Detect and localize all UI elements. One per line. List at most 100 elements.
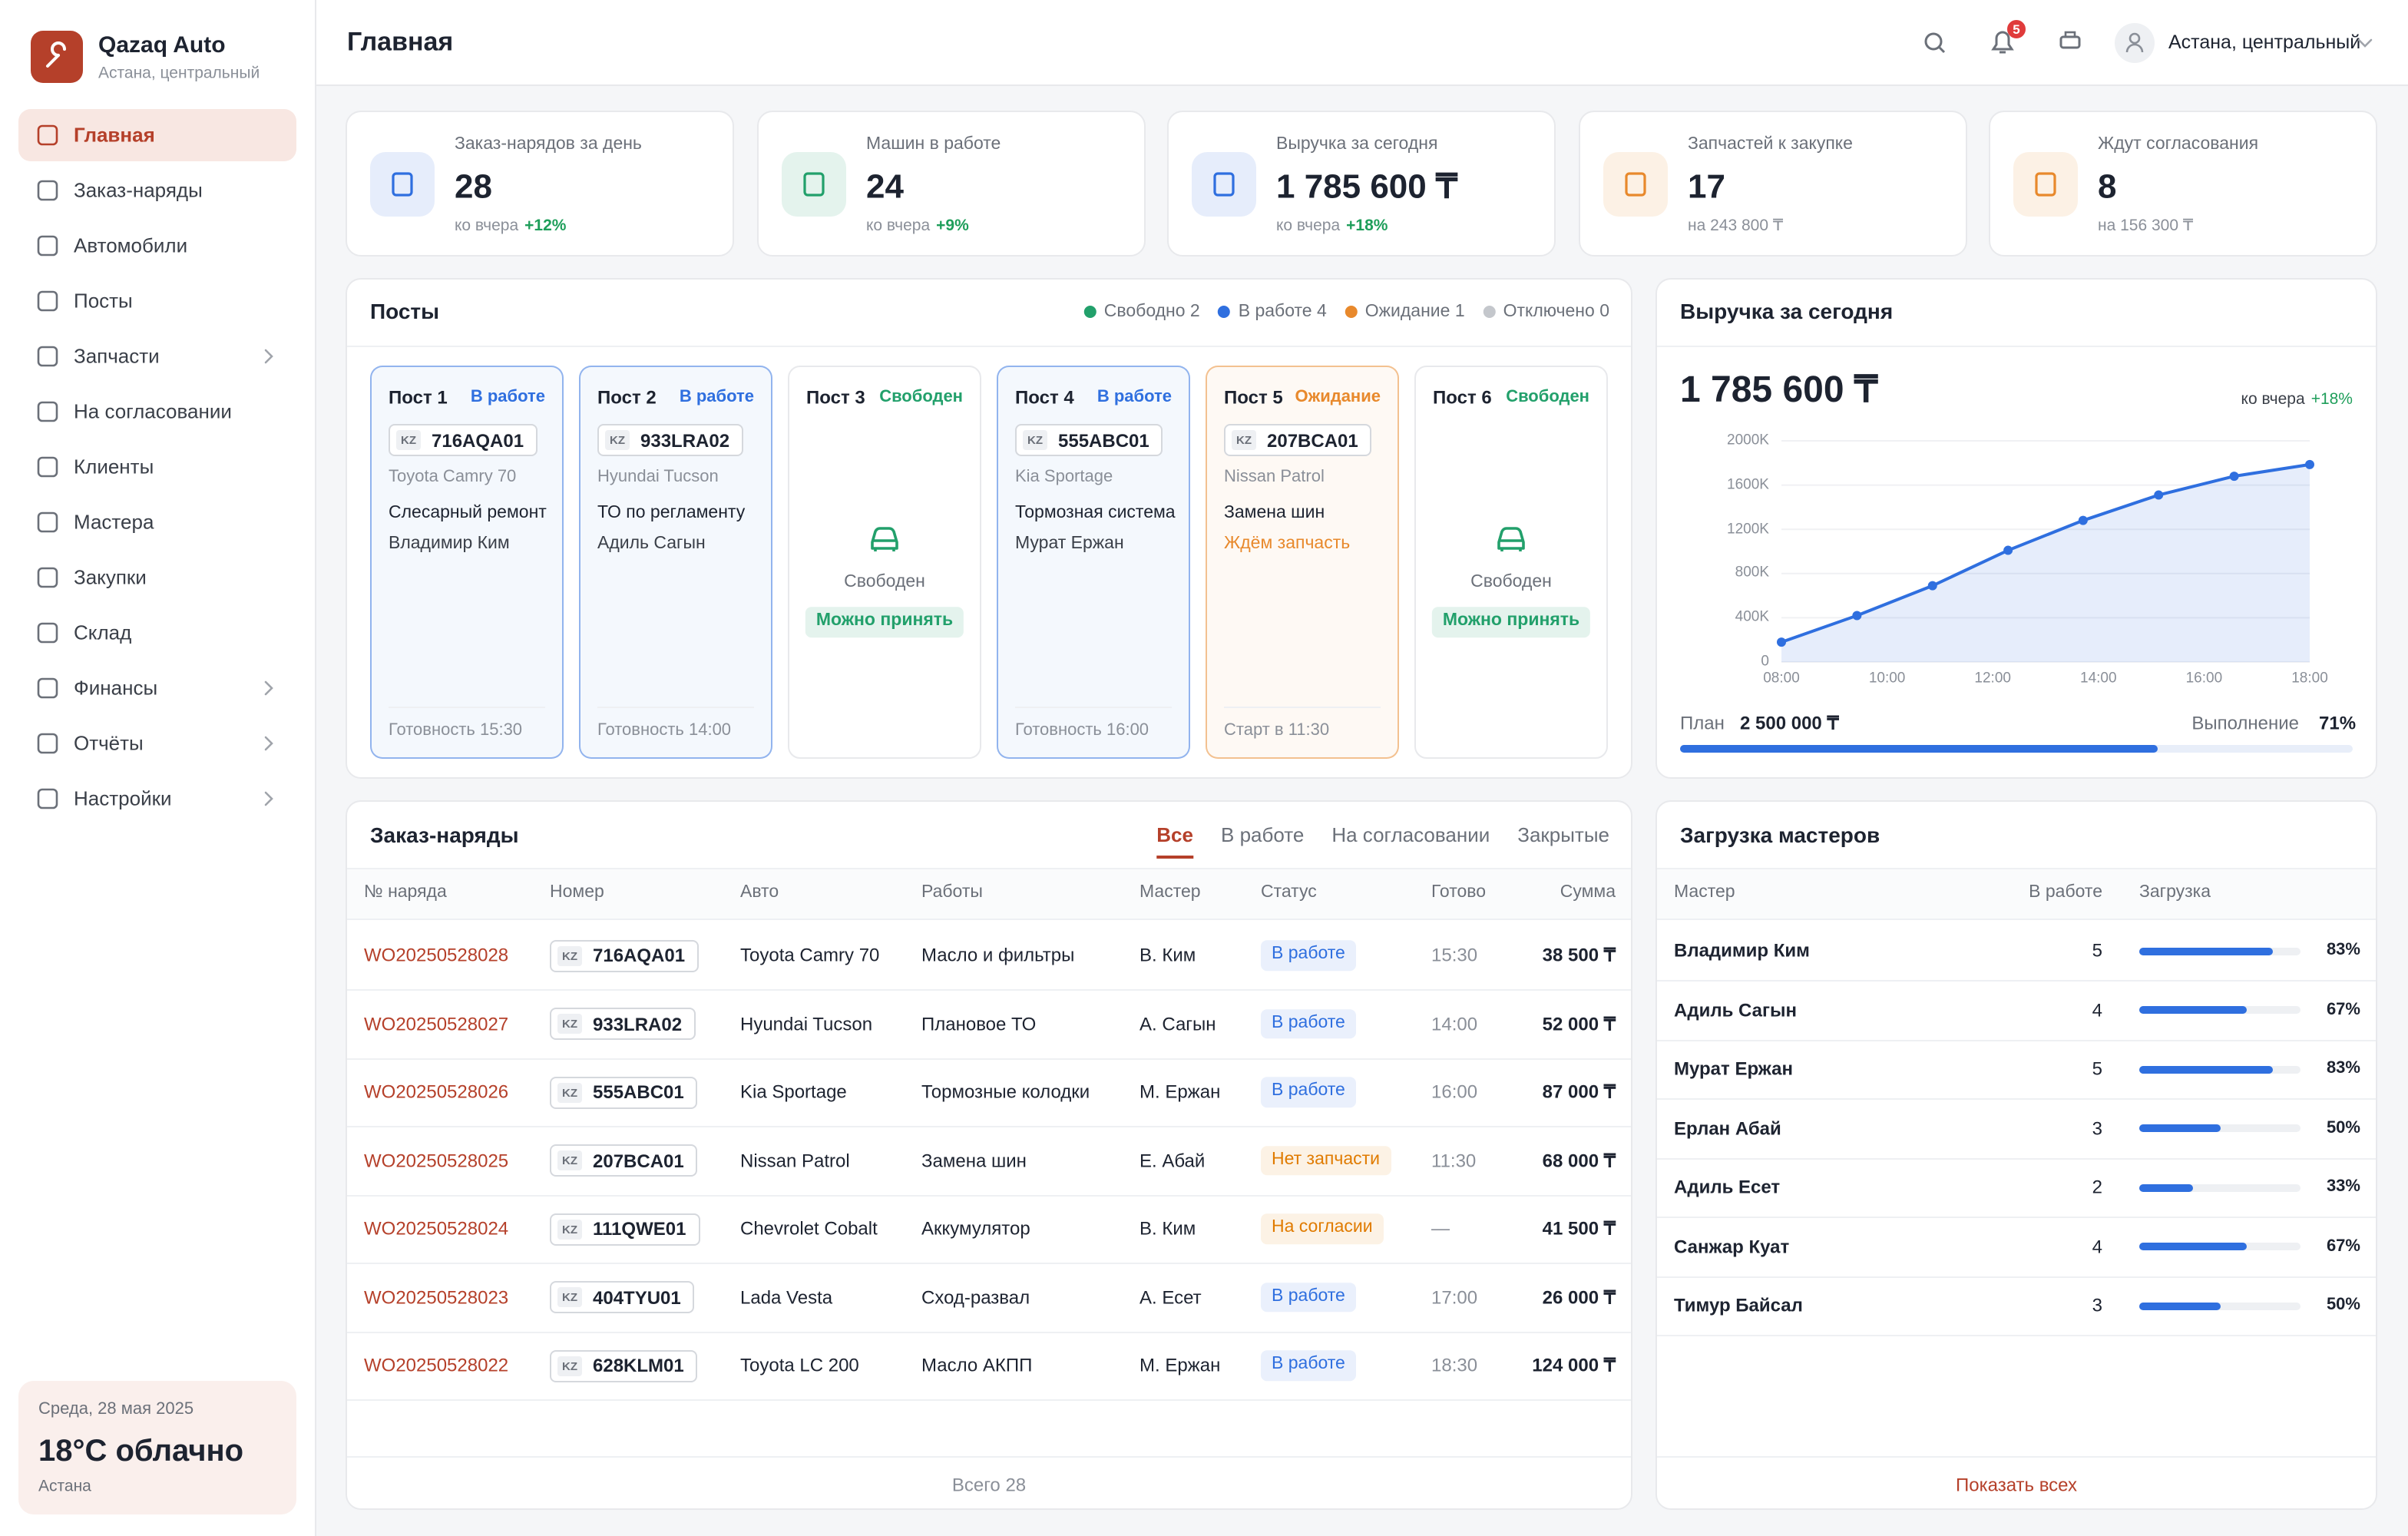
kpi-note-text: на 156 300 ₸	[2098, 217, 2194, 235]
plate: KZ 555ABC01	[550, 1076, 698, 1108]
column-header: Мастер	[1140, 883, 1201, 902]
order-master: Е. Абай	[1140, 1149, 1206, 1171]
plate-number: 716AQA01	[432, 429, 524, 451]
menu-item[interactable]: Мастера	[74, 510, 154, 534]
order-status: В работе	[1261, 1350, 1356, 1381]
plate: KZ 716AQA01	[389, 424, 538, 456]
kpi-note: ко вчера +12%	[455, 217, 566, 235]
menu-item[interactable]: Запчасти	[74, 344, 160, 368]
order-sum: 87 000 ₸	[1542, 1081, 1616, 1103]
menu-item[interactable]: Клиенты	[74, 455, 154, 478]
tab[interactable]: В работе	[1221, 823, 1305, 846]
avatar	[2115, 23, 2155, 63]
post-action[interactable]: Можно принять	[805, 607, 964, 637]
post-status: Ожидание	[1295, 387, 1381, 406]
menu-item[interactable]: Автомобили	[74, 233, 188, 257]
order-id[interactable]: WO20250528025	[364, 1149, 509, 1171]
order-id[interactable]: WO20250528024	[364, 1217, 509, 1240]
plate: KZ 628KLM01	[550, 1349, 698, 1382]
plan-value: 2 500 000 ₸	[1740, 712, 1839, 734]
load-bar	[2139, 1065, 2274, 1073]
header	[316, 0, 2408, 86]
plate: KZ 207BCA01	[1224, 424, 1372, 456]
order-status: Нет запчасти	[1261, 1145, 1391, 1176]
menu-item[interactable]: Склад	[74, 621, 132, 644]
order-ready: 16:00	[1431, 1081, 1478, 1103]
plate-country: KZ	[396, 430, 421, 450]
menu-item[interactable]: Отчёты	[74, 731, 144, 755]
master-jobs: 4	[2092, 1235, 2102, 1257]
order-work: Плановое ТО	[921, 1012, 1037, 1034]
load-bar	[2139, 1124, 2220, 1132]
order-status: В работе	[1261, 940, 1356, 971]
order-work: Тормозные колодки	[921, 1081, 1090, 1103]
load-label: 67%	[2326, 1236, 2360, 1255]
kpi-note: ко вчера +9%	[866, 217, 969, 235]
load-bar	[2139, 1006, 2248, 1014]
plate: KZ 716AQA01	[550, 939, 700, 972]
order-ready: 11:30	[1431, 1149, 1477, 1171]
order-id[interactable]: WO20250528026	[364, 1081, 509, 1103]
kpi-label: Заказ-нарядов за день	[455, 135, 642, 154]
post-caption: Свободен	[1470, 573, 1552, 592]
post-action[interactable]: Можно принять	[1431, 607, 1591, 637]
legend-item: В работе 4	[1218, 303, 1327, 321]
tab[interactable]: На согласовании	[1331, 823, 1490, 846]
legend: Свободно 2 В работе 4 Ожидание 1 Отключено …	[1083, 303, 1609, 321]
tab[interactable]: Закрытые	[1517, 823, 1609, 846]
load-bar	[2139, 1183, 2193, 1191]
user-name: Астана, центральный	[2168, 31, 2361, 53]
post-name: Пост 4	[1015, 386, 1074, 409]
plate-number: 207BCA01	[593, 1150, 684, 1171]
order-car: Toyota Camry 70	[740, 944, 880, 966]
menu-item[interactable]: На согласовании	[74, 399, 232, 423]
kpi-label: Ждут согласования	[2098, 135, 2259, 154]
order-master: М. Ержан	[1140, 1081, 1221, 1103]
order-car: Lada Vesta	[740, 1286, 833, 1308]
order-car: Nissan Patrol	[740, 1149, 850, 1171]
divider	[347, 1263, 1631, 1264]
menu-item[interactable]: Закупки	[74, 565, 147, 589]
show-all[interactable]: Показать всех	[1956, 1474, 2077, 1496]
menu-item[interactable]: Посты	[74, 289, 133, 313]
menu-item[interactable]: Главная	[74, 123, 155, 147]
divider	[347, 346, 1631, 347]
completion-text: Выполнение	[2191, 712, 2299, 734]
revenue-note: ко вчера +18%	[2241, 390, 2353, 409]
master-jobs: 2	[2092, 1176, 2102, 1198]
order-sum: 52 000 ₸	[1542, 1012, 1616, 1034]
weather-city: Астана	[38, 1477, 91, 1496]
weather-condition: 18°C облачно	[38, 1435, 244, 1468]
progress-fill	[1680, 745, 2158, 753]
master-name: Адиль Сагын	[1674, 998, 1797, 1021]
order-id[interactable]: WO20250528023	[364, 1286, 509, 1308]
plate-number: 404TYU01	[593, 1286, 681, 1308]
column-header: № наряда	[364, 883, 447, 902]
plate-number: 111QWE01	[593, 1218, 686, 1240]
divider	[597, 707, 754, 708]
legend-dot	[1218, 306, 1231, 318]
divider	[347, 1126, 1631, 1127]
revenue-change: +18%	[2310, 390, 2353, 409]
tab[interactable]: Все	[1156, 823, 1193, 859]
post-name: Пост 1	[389, 386, 448, 409]
post-job: Слесарный ремонт	[389, 504, 547, 523]
menu-item[interactable]: Заказ-наряды	[74, 178, 203, 202]
order-master: А. Есет	[1140, 1286, 1202, 1308]
menu-item[interactable]: Настройки	[74, 786, 172, 810]
brand: Qazaq Auto	[98, 32, 226, 58]
brand-location: Астана, центральный	[98, 64, 260, 83]
column-header: Загрузка	[2139, 883, 2211, 902]
plate-number: 716AQA01	[593, 945, 686, 966]
order-id[interactable]: WO20250528027	[364, 1012, 509, 1034]
y-tick-label: 2000K	[1727, 432, 1769, 449]
column-header: Работы	[921, 883, 983, 902]
order-car: Chevrolet Cobalt	[740, 1217, 878, 1240]
post-footer: Готовность 16:00	[1015, 720, 1149, 740]
order-id[interactable]: WO20250528022	[364, 1354, 509, 1376]
menu-item[interactable]: Финансы	[74, 676, 158, 700]
order-id[interactable]: WO20250528028	[364, 944, 509, 966]
plate-number: 933LRA02	[593, 1013, 683, 1034]
order-work: Масло АКПП	[921, 1354, 1033, 1376]
